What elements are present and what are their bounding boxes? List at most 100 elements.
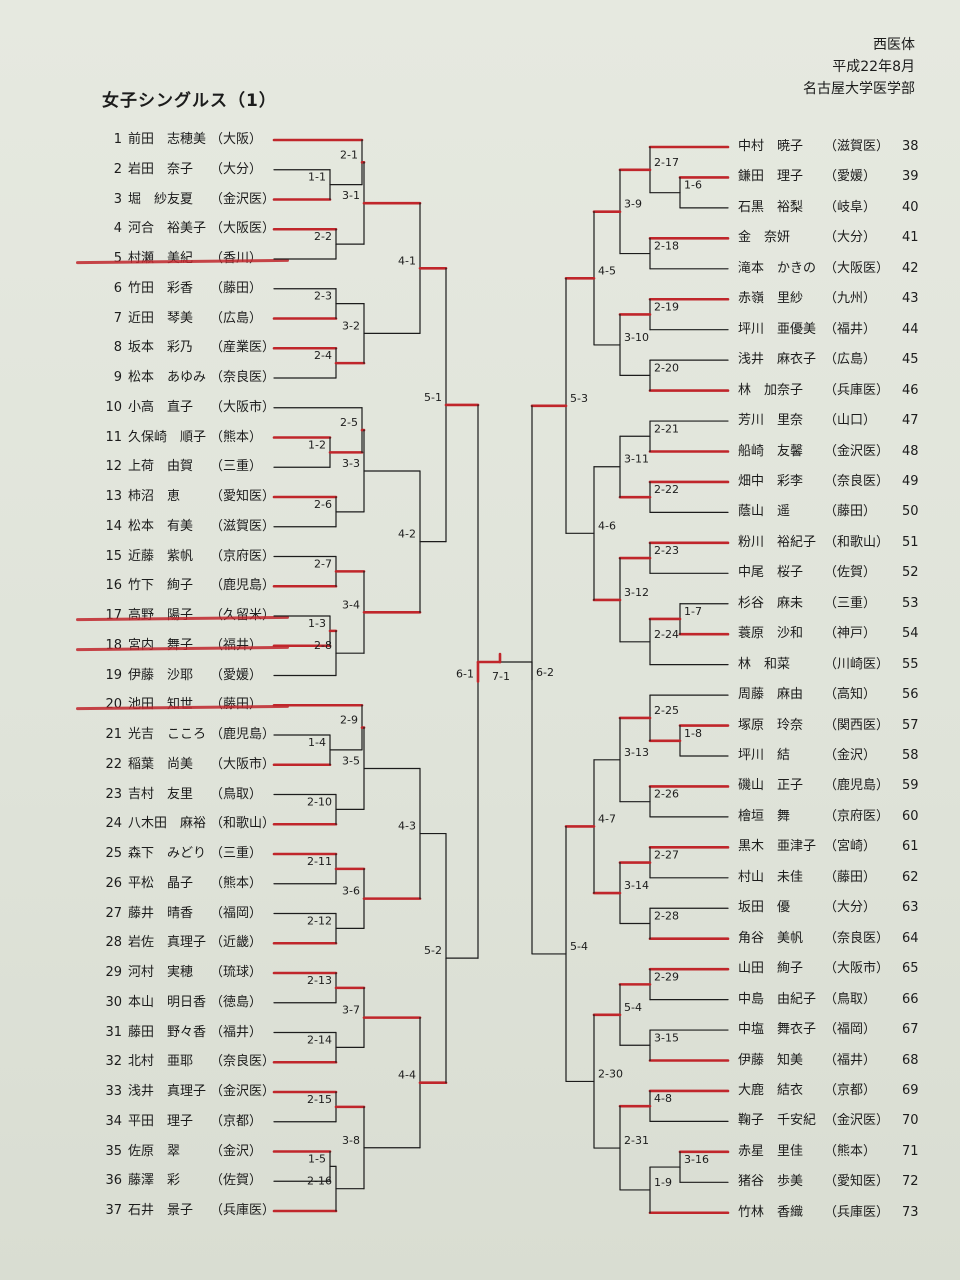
player-entry: 4 河合 裕美子 （大阪医） <box>84 218 275 240</box>
player-school: （兵庫医） <box>210 1203 276 1218</box>
player-number: 27 <box>105 905 122 921</box>
player-name: 周藤 麻由 <box>738 687 804 703</box>
match-label: 2-28 <box>654 909 679 922</box>
match-label: 3-5 <box>342 754 360 767</box>
player-name: 柿沼 恵 <box>128 489 181 504</box>
player-entry: 18 宮内 舞子 （福井） <box>84 635 269 657</box>
player-number: 58 <box>902 748 919 763</box>
match-label: 3-4 <box>342 598 360 611</box>
match-label: 5-3 <box>570 392 588 405</box>
player-number: 72 <box>902 1174 919 1190</box>
player-name: 本山 明日香 <box>128 994 207 1010</box>
player-school: （熊本） <box>824 1143 877 1159</box>
match-label: 3-10 <box>624 331 649 344</box>
player-number: 1 <box>113 132 122 147</box>
player-entry: 24 八木田 麻裕 （和歌山） <box>84 813 275 835</box>
player-number: 34 <box>105 1113 122 1129</box>
player-entry: 坪川 結 （金沢） 58 <box>738 745 928 767</box>
player-name: 蔭山 遥 <box>738 504 791 520</box>
player-school: （金沢） <box>824 748 877 763</box>
player-name: 坂田 優 <box>738 900 791 916</box>
player-number: 29 <box>105 965 122 980</box>
player-number: 39 <box>902 169 919 185</box>
match-label: 2-27 <box>654 849 679 862</box>
player-name: 北村 亜耶 <box>128 1054 194 1070</box>
player-entry: 34 平田 理子 （京都） <box>84 1111 269 1133</box>
player-name: 中村 暁子 <box>738 139 804 154</box>
player-entry: 山田 絢子 （大阪市） 65 <box>738 958 928 980</box>
player-name: 石黒 裕梨 <box>738 199 804 215</box>
match-label: 3-12 <box>624 586 649 599</box>
player-school: （愛媛） <box>824 169 877 185</box>
player-name: 竹下 絢子 <box>128 578 194 594</box>
player-school: （鳥取） <box>824 991 877 1007</box>
player-name: 山田 絢子 <box>738 961 804 977</box>
match-label: 4-3 <box>398 820 416 833</box>
player-number: 62 <box>902 869 919 885</box>
player-entry: 杉谷 麻未 （三重） 53 <box>738 593 928 615</box>
player-entry: 10 小高 直子 （大阪市） <box>84 397 275 419</box>
player-school: （滋賀医） <box>210 518 276 534</box>
player-school: （近畿） <box>210 935 263 951</box>
player-school: （大分） <box>210 161 263 177</box>
player-number: 67 <box>902 1022 919 1038</box>
player-entry: 31 藤田 野々香 （福井） <box>84 1022 269 1044</box>
match-label: 2-5 <box>340 416 358 429</box>
player-name: 河村 実穂 <box>128 965 194 980</box>
player-entry: 鞠子 千安紀 （金沢医） 70 <box>738 1110 928 1132</box>
player-number: 55 <box>902 656 919 672</box>
player-school: （神戸） <box>824 626 877 642</box>
player-entry: 鎌田 理子 （愛媛） 39 <box>738 166 928 188</box>
player-school: （奈良医） <box>824 930 890 946</box>
player-school: （熊本） <box>210 875 263 891</box>
match-label: 2-25 <box>654 704 679 717</box>
player-school: （三重） <box>210 846 263 861</box>
match-label: 6-2 <box>536 666 554 679</box>
player-number: 61 <box>902 839 919 855</box>
match-label: 2-7 <box>314 557 332 570</box>
player-number: 44 <box>902 321 919 337</box>
player-entry: 17 高野 陽子 （久留米） <box>84 605 275 627</box>
player-name: 平松 晶子 <box>128 875 194 891</box>
player-entry: 滝本 かきの （大阪医） 42 <box>738 258 928 280</box>
match-label: 3-3 <box>342 457 360 470</box>
match-label: 3-9 <box>624 198 642 211</box>
player-entry: 23 吉村 友里 （鳥取） <box>84 784 269 806</box>
player-number: 48 <box>902 443 919 459</box>
match-label: 4-1 <box>398 254 416 267</box>
match-label: 2-29 <box>654 970 679 983</box>
player-number: 8 <box>113 340 122 356</box>
player-entry: 中村 暁子 （滋賀医） 38 <box>738 136 928 158</box>
player-number: 19 <box>105 667 122 683</box>
player-name: 稲葉 尚美 <box>128 756 194 772</box>
player-entry: 猪谷 歩美 （愛知医） 72 <box>738 1171 928 1193</box>
player-entry: 8 坂本 彩乃 （産業医） <box>84 337 275 359</box>
match-label: 2-2 <box>314 230 332 243</box>
player-school: （福井） <box>824 1052 877 1068</box>
player-entry: 16 竹下 絢子 （鹿児島） <box>84 575 275 597</box>
player-name: 林 加奈子 <box>738 382 804 398</box>
player-name: 赤星 里佳 <box>738 1143 804 1159</box>
match-label: 5-1 <box>424 391 442 404</box>
player-name: 坪川 結 <box>738 748 791 763</box>
match-label: 5-4 <box>624 1001 642 1014</box>
player-number: 30 <box>105 994 122 1010</box>
player-school: （熊本） <box>210 429 263 445</box>
player-school: （大阪市） <box>824 961 890 977</box>
player-name: 浅井 真理子 <box>128 1084 207 1099</box>
player-entry: 赤星 里佳 （熊本） 71 <box>738 1141 928 1163</box>
match-label: 2-16 <box>307 1175 332 1188</box>
player-number: 11 <box>105 429 122 445</box>
player-number: 59 <box>902 778 919 794</box>
player-number: 13 <box>105 489 122 504</box>
player-school: （大阪市） <box>210 756 276 772</box>
match-label: 2-20 <box>654 361 679 374</box>
player-school: （藤田） <box>824 504 877 520</box>
player-name: 岩佐 真理子 <box>128 935 207 951</box>
player-name: 杉谷 麻未 <box>738 595 804 611</box>
player-entry: 伊藤 知美 （福井） 68 <box>738 1050 928 1072</box>
player-entry: 竹林 香織 （兵庫医） 73 <box>738 1202 928 1224</box>
player-entry: 9 松本 あゆみ （奈良医） <box>84 367 275 389</box>
player-number: 2 <box>113 161 122 177</box>
player-name: 伊藤 沙耶 <box>128 667 194 683</box>
